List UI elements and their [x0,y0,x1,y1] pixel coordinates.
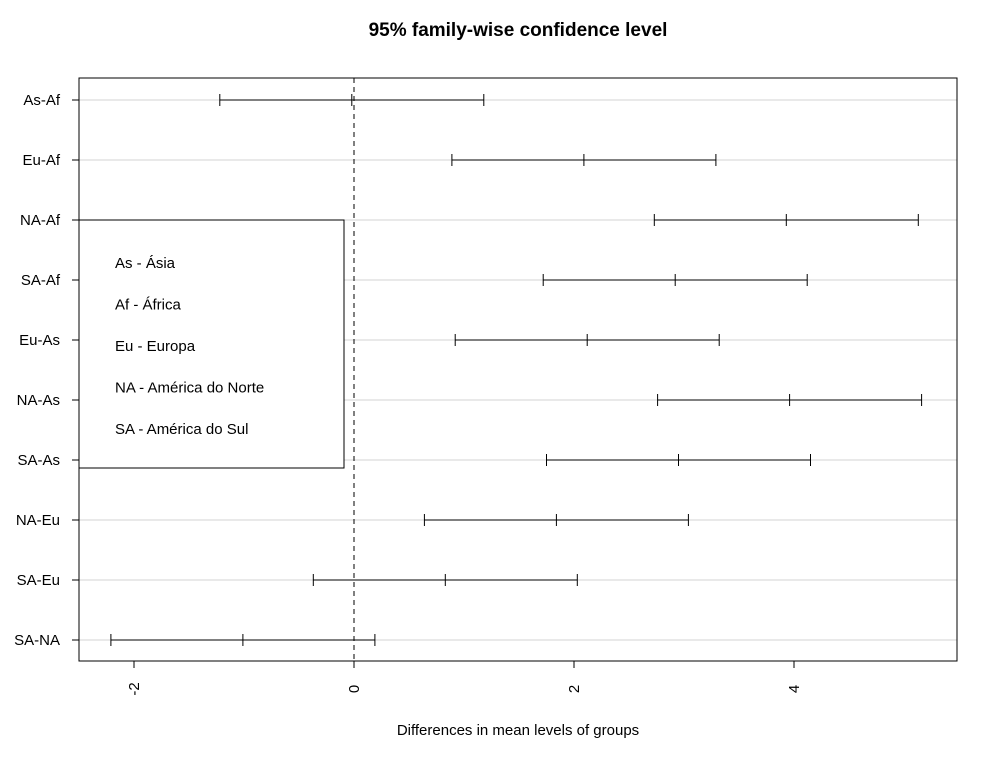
x-axis: -2 0 2 4 [126,661,803,696]
y-tick-label: SA-As [17,452,60,469]
confidence-interval [657,394,923,406]
confidence-interval [110,634,376,646]
y-tick-label: NA-Eu [16,512,60,529]
chart-title: 95% family-wise confidence level [369,20,668,41]
y-tick-label: NA-As [17,392,60,409]
x-tick-label: 2 [566,685,583,693]
confidence-interval [542,274,808,286]
x-tick-label: 4 [786,685,803,693]
confidence-interval [653,214,919,226]
legend-box [78,219,345,469]
legend-entry: Af - África [115,297,182,314]
legend-entry: As - Ásia [115,255,176,272]
confidence-interval [451,154,717,166]
confidence-interval [219,94,485,106]
legend-entry: NA - América do Norte [115,380,264,397]
y-tick-label: SA-Eu [17,572,60,589]
x-tick-label: -2 [126,682,143,695]
legend-entry: Eu - Europa [115,338,196,355]
y-tick-label: Eu-As [19,332,60,349]
confidence-intervals [110,94,923,646]
confidence-interval [423,514,689,526]
y-tick-label: Eu-Af [22,152,60,169]
y-tick-label: NA-Af [20,212,61,229]
legend-entry: SA - América do Sul [115,421,248,438]
confidence-interval [546,454,811,466]
x-tick-label: 0 [346,685,363,693]
confidence-interval [312,574,578,586]
y-axis: As-Af Eu-Af NA-Af SA-Af Eu-As NA-As SA-As NA-Eu… [14,92,79,649]
y-tick-label: SA-NA [14,632,60,649]
y-tick-label: SA-Af [21,272,61,289]
legend: As - Ásia Af - África Eu - Europa NA - Amér… [78,219,345,469]
confidence-interval [454,334,720,346]
y-tick-label: As-Af [23,92,61,109]
x-axis-label: Differences in mean levels of groups [397,722,639,739]
